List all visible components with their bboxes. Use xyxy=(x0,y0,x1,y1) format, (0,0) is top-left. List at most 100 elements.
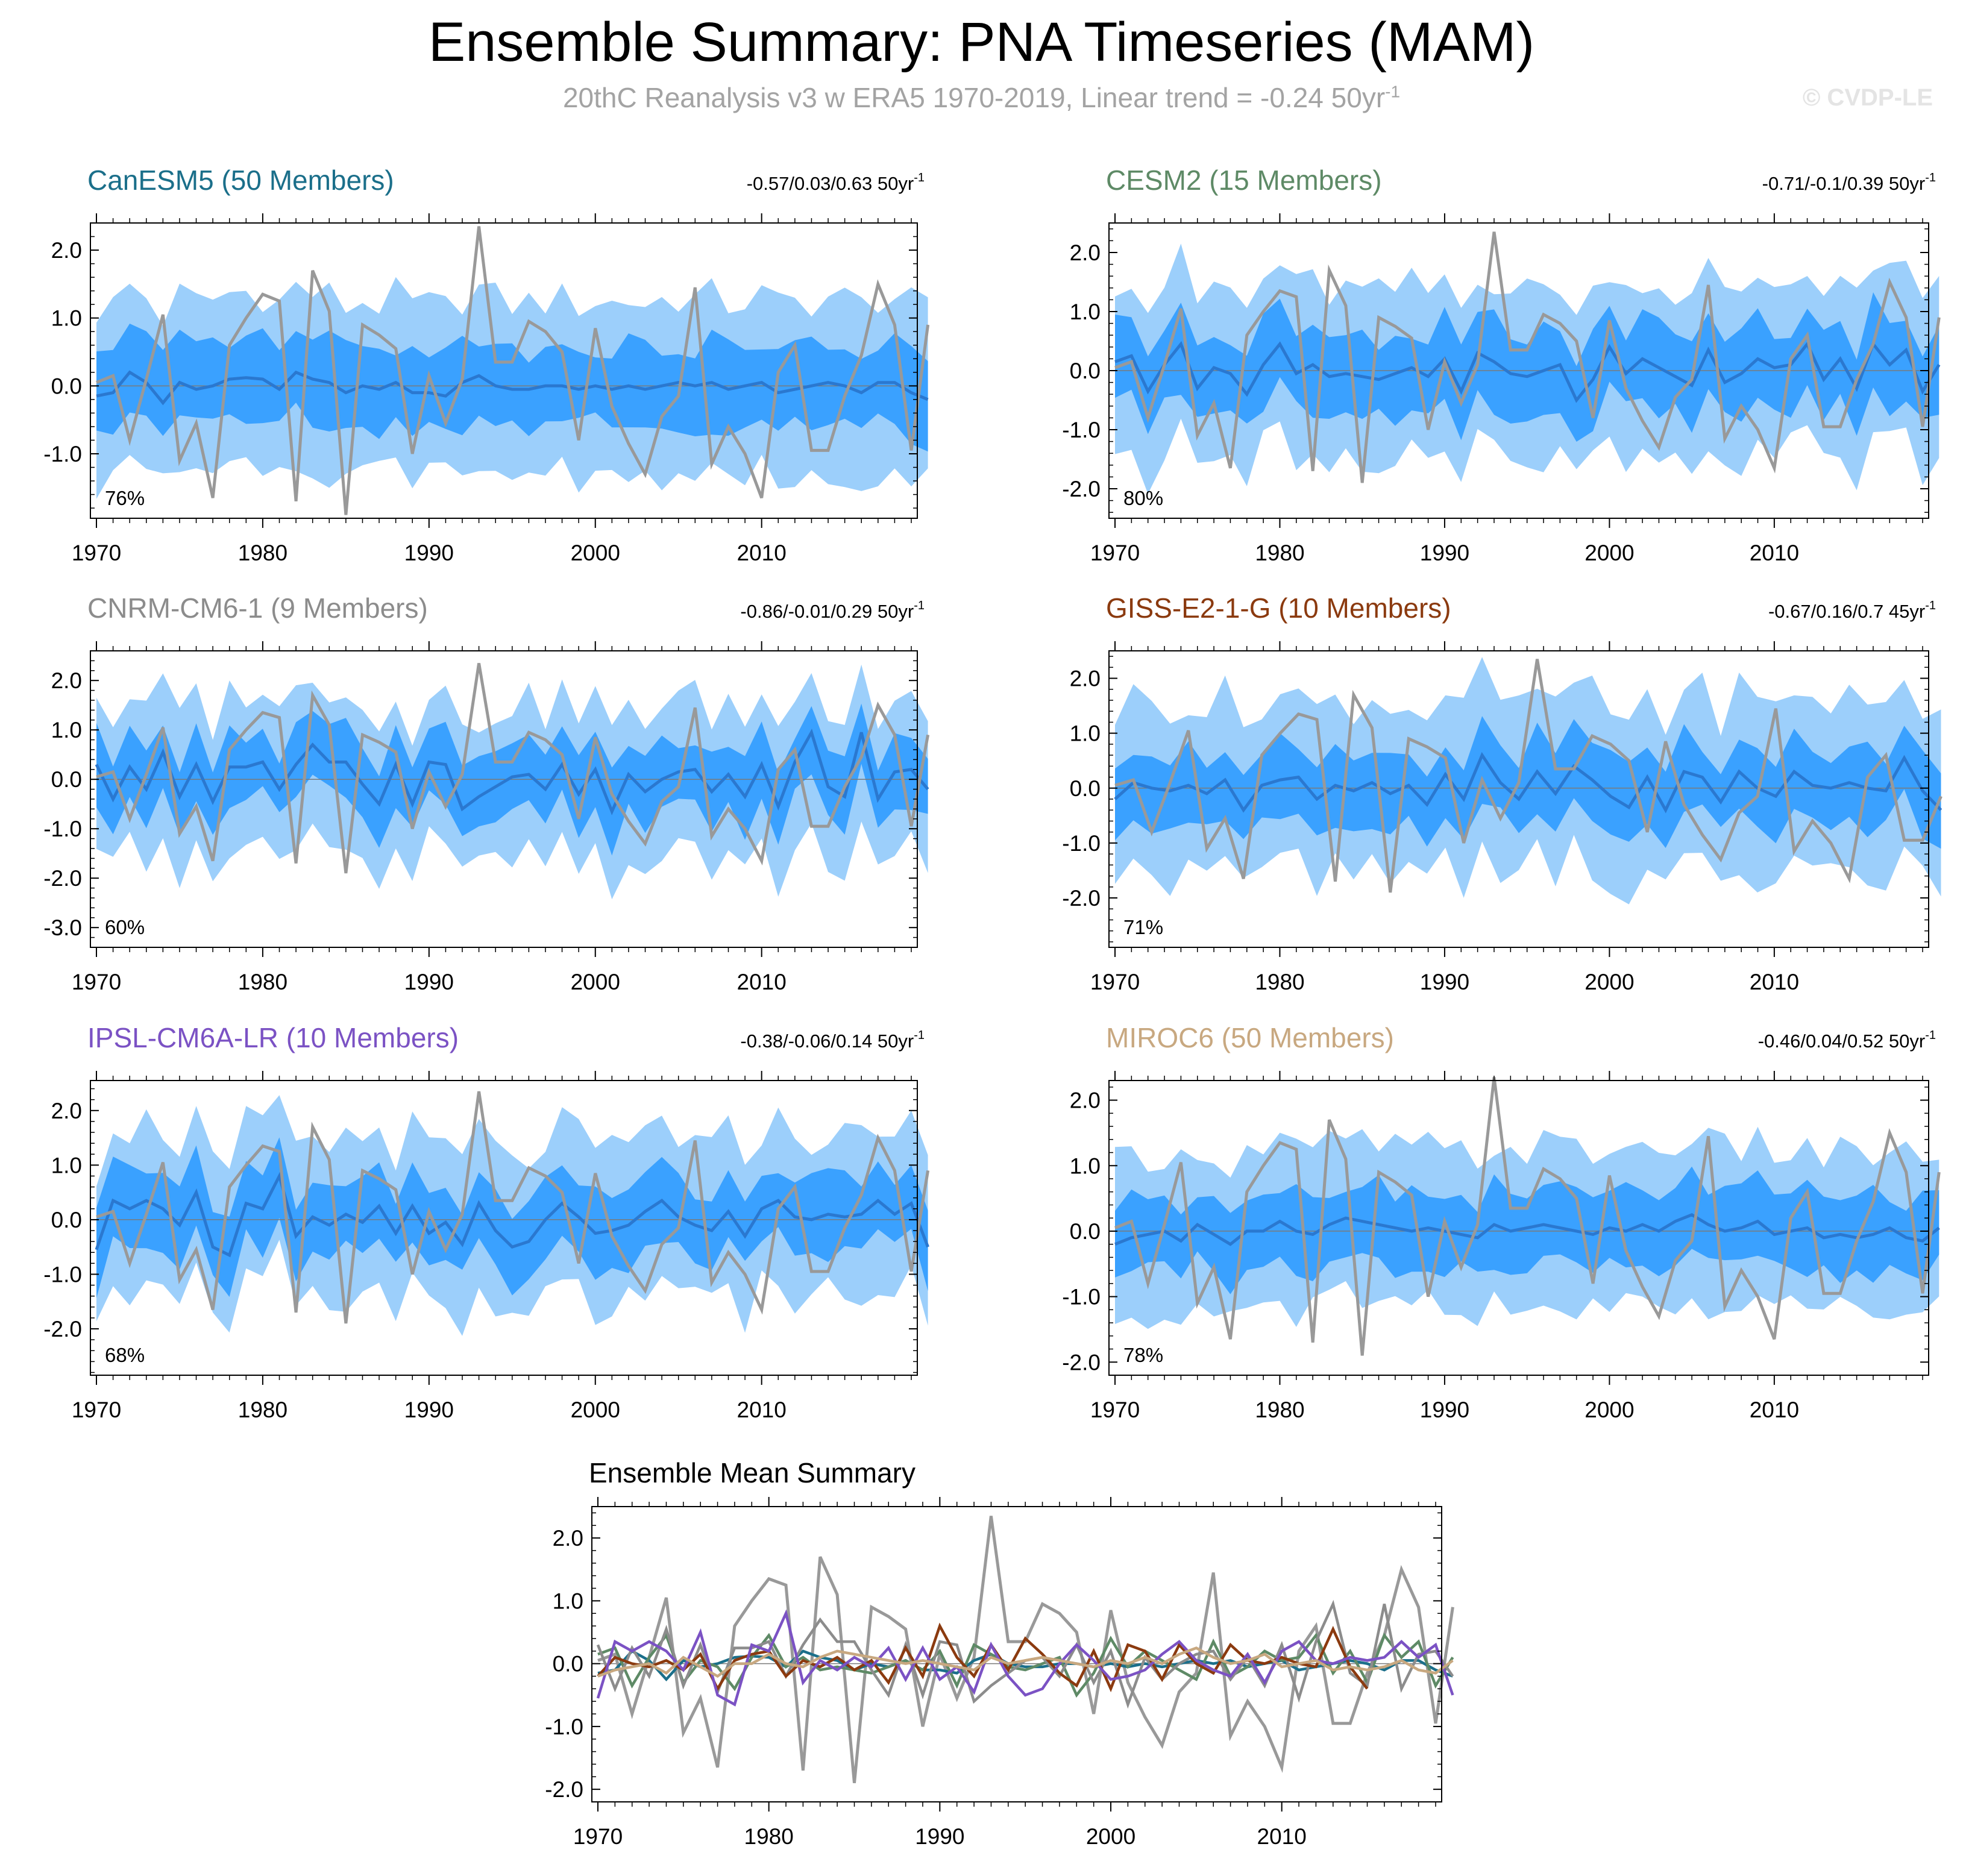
panel-2-xtick-label: 1970 xyxy=(72,970,121,994)
ensemble-mean-line xyxy=(95,728,929,815)
ensemble-mean-line xyxy=(1114,1213,1940,1246)
panel-percent: 60% xyxy=(105,916,145,938)
panel-trend: -0.57/0.03/0.63 50yr-1 xyxy=(747,171,925,194)
panel-percent: 68% xyxy=(105,1344,145,1366)
panel-4-ytick-label: 2.0 xyxy=(51,1099,82,1123)
subtitle-superscript: -1 xyxy=(1385,82,1401,101)
panel-title: CNRM-CM6-1 (9 Members) xyxy=(87,592,428,624)
panel-3-xtick-label: 1970 xyxy=(1090,970,1140,994)
panel-4-xtick-label: 1990 xyxy=(404,1398,454,1422)
panel-5-xtick-label: 1990 xyxy=(1420,1398,1469,1422)
panel-4-ytick-label: -1.0 xyxy=(43,1262,82,1287)
panel-2-xtick-label: 2010 xyxy=(737,970,787,994)
panel-3-xtick-label: 1980 xyxy=(1255,970,1304,994)
summary-xtick-label: 1970 xyxy=(573,1824,623,1849)
panel-3-ytick-label: -1.0 xyxy=(1062,831,1101,856)
inner-spread-band xyxy=(1115,292,1939,442)
panel-1-ytick-label: -1.0 xyxy=(1062,418,1101,442)
panel-0-ytick-label: 2.0 xyxy=(51,238,82,263)
panel-0-ytick-label: -1.0 xyxy=(43,442,82,466)
panel-2-xtick-label: 1990 xyxy=(404,970,454,994)
trend-superscript: -1 xyxy=(1925,1029,1936,1042)
subtitle-text: 20thC Reanalysis v3 w ERA5 1970-2019, Li… xyxy=(562,82,1386,113)
panel-title: CESM2 (15 Members) xyxy=(1106,165,1382,196)
observed-line xyxy=(96,1091,930,1324)
summary-mean-line-5 xyxy=(597,1646,1454,1678)
summary-xtick-label: 2010 xyxy=(1257,1824,1307,1849)
panel-3-xtick-label: 1990 xyxy=(1420,970,1469,994)
summary-xtick-label: 1990 xyxy=(915,1824,964,1849)
panel-0: 2.0 1.0 0.0 -1.0 1970 1980 1990 2000 2010 CanESM5… xyxy=(43,165,930,565)
panel-0-xtick-label: 2000 xyxy=(571,541,620,565)
panel-4-xtick-label: 1980 xyxy=(238,1398,287,1422)
panel-trend: -0.86/-0.01/0.29 50yr-1 xyxy=(740,599,925,622)
panel-1-xtick-label: 1990 xyxy=(1420,541,1469,565)
observed-line xyxy=(1114,659,1943,893)
panel-5: 2.0 1.0 0.0 -1.0 -2.0 1970 1980 1990 2000 2010 MIR… xyxy=(1062,1022,1941,1422)
summary-panel: 2.0 1.0 0.0 -1.0 -2.0 1970 1980 1990 2000 2010 Ens… xyxy=(545,1457,1454,1849)
panel-percent: 76% xyxy=(105,487,145,509)
panel-1-xtick-label: 1970 xyxy=(1090,541,1140,565)
panel-trend: -0.46/0.04/0.52 50yr-1 xyxy=(1758,1029,1936,1052)
panel-3-ytick-label: -2.0 xyxy=(1062,886,1101,911)
summary-mean-line-4 xyxy=(596,1609,1454,1707)
panel-4-xtick-label: 1970 xyxy=(72,1398,121,1422)
summary-mean-line-1 xyxy=(597,1633,1454,1698)
panel-1-xtick-label: 2000 xyxy=(1585,541,1634,565)
panel-4-xtick-label: 2010 xyxy=(737,1398,787,1422)
panel-0-frame xyxy=(90,222,918,519)
panel-4-ytick-label: -2.0 xyxy=(43,1317,82,1341)
observed-line xyxy=(1114,231,1941,483)
panel-2-xtick-label: 2000 xyxy=(571,970,620,994)
panel-2-xtick-label: 1980 xyxy=(238,970,287,994)
subtitle: 20thC Reanalysis v3 w ERA5 1970-2019, Li… xyxy=(0,81,1963,114)
panel-trend: -0.67/0.16/0.7 45yr-1 xyxy=(1768,599,1936,622)
panel-3-ytick-label: 2.0 xyxy=(1070,667,1101,691)
panel-3-ytick-label: 1.0 xyxy=(1070,721,1101,746)
summary-ytick-label: 0.0 xyxy=(553,1652,583,1677)
inner-spread-band xyxy=(1115,716,1941,849)
cvdp-watermark: © CVDP-LE xyxy=(1802,84,1933,111)
panel-1-ytick-label: -2.0 xyxy=(1062,477,1101,501)
panel-2-ytick-label: 2.0 xyxy=(51,668,82,693)
ensemble-mean-line xyxy=(96,370,929,406)
panel-1-ytick-label: 1.0 xyxy=(1070,300,1101,324)
panel-5-ytick-label: 1.0 xyxy=(1070,1153,1101,1178)
panel-0-xtick-label: 1970 xyxy=(72,541,121,565)
panel-2-ytick-label: -2.0 xyxy=(43,866,82,891)
panel-5-xtick-label: 2000 xyxy=(1585,1398,1634,1422)
outer-spread-band xyxy=(96,1095,928,1336)
summary-ytick-label: 2.0 xyxy=(553,1526,583,1551)
observed-line xyxy=(96,226,930,515)
trend-superscript: -1 xyxy=(1925,171,1936,184)
panel-1-xtick-label: 2010 xyxy=(1750,541,1799,565)
summary-ytick-label: -1.0 xyxy=(545,1714,583,1739)
inner-spread-band xyxy=(1115,1166,1939,1294)
panel-0-ytick-label: 0.0 xyxy=(51,374,82,398)
panel-5-xtick-label: 1970 xyxy=(1090,1398,1140,1422)
trend-superscript: -1 xyxy=(914,171,925,184)
panel-4: 2.0 1.0 0.0 -1.0 -2.0 1970 1980 1990 2000 2010 IPS… xyxy=(43,1022,930,1422)
panel-0-ytick-label: 1.0 xyxy=(51,306,82,331)
panel-1: 2.0 1.0 0.0 -1.0 -2.0 1970 1980 1990 2000 2010 CES… xyxy=(1062,165,1941,565)
panel-5-ytick-label: -2.0 xyxy=(1062,1350,1101,1375)
panel-4-ytick-label: 1.0 xyxy=(51,1153,82,1178)
ensemble-mean-line xyxy=(1114,751,1943,814)
panel-5-ytick-label: 0.0 xyxy=(1070,1219,1101,1244)
summary-ytick-label: -2.0 xyxy=(545,1777,583,1802)
trend-superscript: -1 xyxy=(1925,599,1936,612)
panel-5-xtick-label: 1980 xyxy=(1255,1398,1304,1422)
panel-1-ytick-label: 2.0 xyxy=(1070,240,1101,265)
panel-5-xtick-label: 2010 xyxy=(1750,1398,1799,1422)
panel-3-xtick-label: 2010 xyxy=(1750,970,1799,994)
ensemble-mean-line xyxy=(95,1172,929,1258)
summary-ytick-label: 1.0 xyxy=(553,1589,583,1613)
panel-2-ytick-label: 1.0 xyxy=(51,718,82,742)
panel-3-xtick-label: 2000 xyxy=(1585,970,1634,994)
panel-3: 2.0 1.0 0.0 -1.0 -2.0 1970 1980 1990 2000 2010 GIS… xyxy=(1062,592,1943,994)
panel-4-ytick-label: 0.0 xyxy=(51,1208,82,1232)
panel-3-ytick-label: 0.0 xyxy=(1070,776,1101,801)
summary-mean-line-3 xyxy=(597,1622,1369,1693)
panel-percent: 78% xyxy=(1123,1344,1163,1366)
panel-1-ytick-label: 0.0 xyxy=(1070,359,1101,383)
